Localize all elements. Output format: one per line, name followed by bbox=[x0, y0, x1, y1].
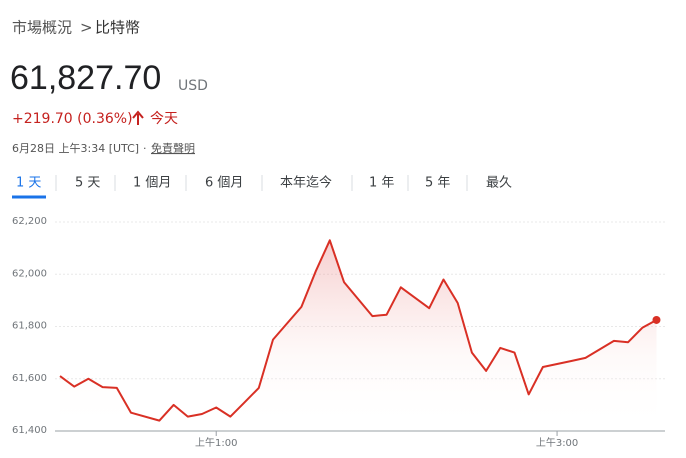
x-tick-label: 上午1:00 bbox=[195, 436, 237, 449]
range-tab[interactable]: 最久 bbox=[486, 176, 512, 191]
range-tab[interactable]: 1 個月 bbox=[133, 176, 171, 191]
dot: · bbox=[143, 142, 147, 155]
range-tab[interactable]: 1 年 bbox=[369, 176, 394, 191]
timestamp: 6月28日 上午3:34 [UTC] bbox=[12, 142, 139, 155]
range-tab[interactable]: 本年迄今 bbox=[280, 175, 332, 191]
x-tick-label: 上午3:00 bbox=[536, 436, 578, 449]
up-arrow bbox=[132, 110, 144, 125]
y-tick-label: 62,200 bbox=[12, 216, 47, 227]
currency: USD bbox=[178, 78, 208, 94]
y-tick-label: 61,600 bbox=[12, 373, 47, 384]
price-line bbox=[59, 239, 657, 422]
range-tab[interactable]: 5 年 bbox=[425, 176, 450, 191]
disclaimer-link[interactable]: 免責聲明 bbox=[151, 141, 195, 155]
breadcrumb-separator: > bbox=[80, 19, 93, 37]
breadcrumb-current: 比特幣 bbox=[95, 19, 140, 37]
range-tab[interactable]: 1 天 bbox=[16, 176, 41, 191]
y-tick-label: 61,800 bbox=[12, 321, 47, 332]
price: 61,827.70 bbox=[10, 59, 161, 97]
y-tick-label: 62,000 bbox=[12, 268, 47, 279]
breadcrumb-parent[interactable]: 市場概況 bbox=[12, 19, 72, 37]
chart: 61,400 61,600 61,800 62,000 62,200 上午1:00 上午3:… bbox=[12, 216, 665, 449]
change-period: 今天 bbox=[150, 111, 178, 127]
range-tab[interactable]: 5 天 bbox=[75, 176, 100, 191]
range-tab[interactable]: 6 個月 bbox=[205, 176, 243, 191]
change: +219.70 (0.36%) bbox=[12, 111, 133, 127]
tabs: 1 天 5 天 1 個月 6 個月 本年迄今 1 年 5 年 最久 bbox=[16, 175, 512, 191]
last-point bbox=[652, 315, 661, 324]
y-tick-label: 61,400 bbox=[12, 425, 47, 436]
area-fill bbox=[60, 240, 657, 431]
